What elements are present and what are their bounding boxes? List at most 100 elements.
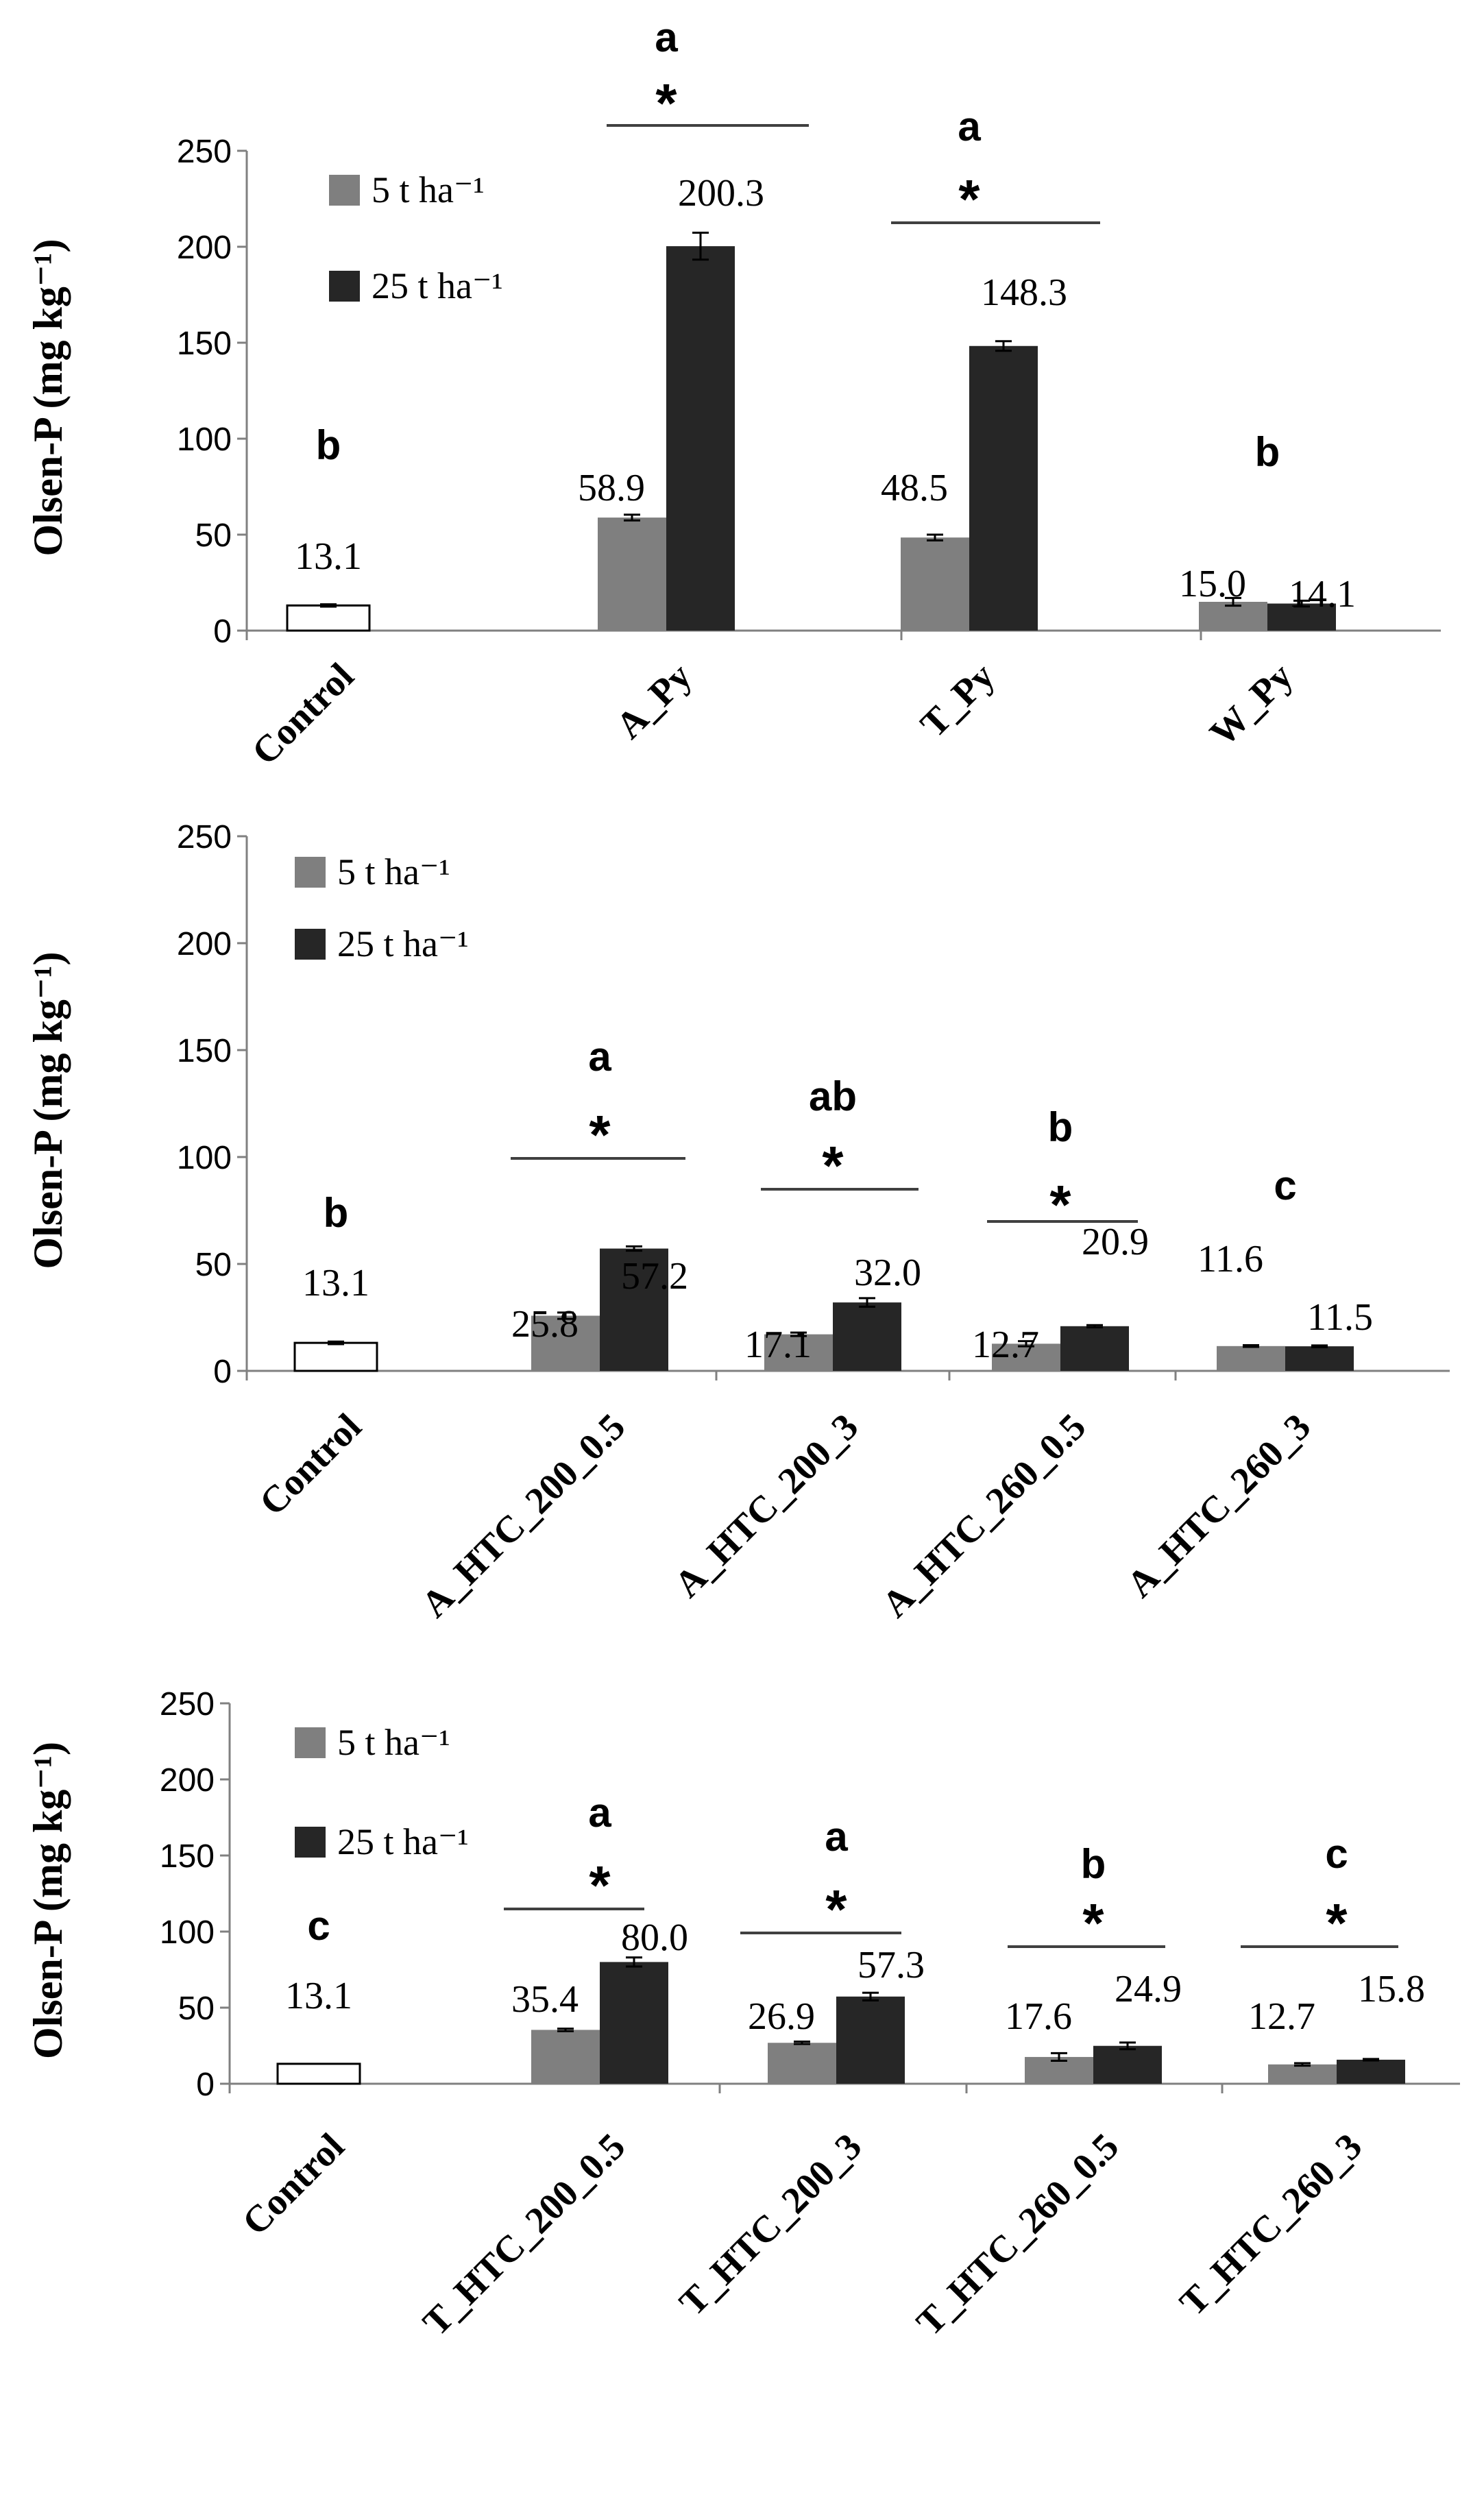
bar-A_HTC_200_3-5t (764, 1334, 833, 1371)
bar-control (293, 1341, 378, 1372)
data-label-control: 13.1 (295, 535, 362, 578)
y-tick-label: 50 (195, 1247, 232, 1283)
legend-label: 5 t ha⁻¹ (337, 851, 450, 892)
data-label: 32.0 (854, 1252, 921, 1294)
significance-letter-control: c (307, 1903, 330, 1949)
significance-letter: a (825, 1814, 848, 1860)
bar-W_Py-25t (1267, 603, 1336, 631)
significance-star: * (958, 169, 980, 230)
data-label: 80.0 (621, 1916, 688, 1959)
x-category-label: T_Py (912, 655, 1003, 745)
x-category-label: A_Py (608, 655, 700, 746)
bar-T_HTC_200_3-25t (836, 1996, 905, 2084)
significance-star: * (589, 1855, 611, 1916)
significance-letter: a (958, 104, 981, 149)
data-label: 58.9 (578, 467, 645, 509)
bar-T_HTC_200_0.5-5t (531, 2030, 600, 2084)
legend-label: 25 t ha⁻¹ (337, 1821, 469, 1862)
y-axis-label: Olsen-P (mg kg⁻¹) (25, 239, 71, 557)
legend-swatch-25t (295, 929, 326, 960)
x-category-label: T_HTC_260_3 (1171, 2125, 1370, 2323)
y-axis-label: Olsen-P (mg kg⁻¹) (25, 952, 71, 1269)
data-label-control: 13.1 (302, 1262, 369, 1304)
data-label: 200.3 (678, 172, 764, 215)
data-label-control: 13.1 (285, 1975, 352, 2017)
x-category-label: T_HTC_200_3 (671, 2125, 869, 2323)
y-tick-label: 0 (213, 613, 232, 650)
bar-T_Py-5t (901, 537, 969, 631)
significance-letter: b (1081, 1841, 1106, 1887)
data-label: 15.0 (1179, 563, 1246, 605)
significance-star: * (825, 1879, 847, 1940)
x-category-label: Control (243, 655, 361, 772)
significance-star: * (1049, 1174, 1071, 1235)
legend-swatch-25t (295, 1827, 326, 1858)
data-label: 48.5 (881, 467, 948, 509)
significance-star: * (1326, 1893, 1348, 1954)
y-tick-label: 250 (160, 1686, 215, 1723)
significance-star: * (655, 73, 677, 134)
bar-T_HTC_260_0.5-25t (1093, 2045, 1162, 2084)
y-tick-label: 150 (160, 1838, 215, 1875)
significance-letter: c (1325, 1831, 1348, 1877)
significance-star: * (822, 1135, 844, 1196)
data-label: 26.9 (748, 1995, 815, 2038)
y-tick-label: 100 (160, 1914, 215, 1951)
bar-T_HTC_260_3-5t (1268, 2064, 1337, 2084)
bar-A_HTC_200_0.5-25t (600, 1248, 668, 1371)
significance-letter: c (1274, 1163, 1296, 1208)
y-tick-label: 250 (177, 134, 232, 170)
data-label: 25.8 (511, 1303, 579, 1346)
data-label: 57.2 (621, 1255, 688, 1298)
y-tick-label: 0 (196, 2067, 215, 2103)
bar-A_HTC_260_3-25t (1285, 1346, 1354, 1371)
y-tick-label: 150 (177, 1033, 232, 1069)
bar-T_HTC_200_3-5t (768, 2043, 836, 2084)
y-tick-label: 200 (160, 1762, 215, 1799)
y-tick-label: 50 (178, 1991, 215, 2027)
data-label: 35.4 (511, 1978, 579, 2021)
x-category-label: Control (234, 2125, 352, 2243)
x-category-label: A_HTC_200_0.5 (413, 1405, 633, 1625)
significance-letter: a (588, 1034, 611, 1080)
y-tick-label: 0 (213, 1354, 232, 1390)
y-tick-label: 250 (177, 819, 232, 855)
data-label: 14.1 (1289, 573, 1356, 616)
legend-label: 25 t ha⁻¹ (372, 265, 503, 306)
bar-control (276, 2062, 361, 2085)
legend-swatch-5t (329, 175, 360, 206)
data-label: 57.3 (857, 1944, 925, 1986)
significance-letter: a (655, 14, 678, 60)
data-label: 15.8 (1358, 1968, 1425, 2010)
x-category-label: A_HTC_260_3 (1119, 1405, 1319, 1605)
significance-letter-control: b (316, 422, 341, 468)
significance-letter: ab (809, 1073, 857, 1119)
significance-letter-control: b (324, 1190, 349, 1236)
y-tick-label: 200 (177, 926, 232, 962)
legend-swatch-5t (295, 1727, 326, 1758)
bar-A_HTC_200_3-25t (833, 1302, 901, 1371)
significance-star: * (589, 1104, 611, 1165)
data-label: 11.5 (1307, 1296, 1373, 1339)
bar-A_HTC_200_0.5-5t (531, 1315, 600, 1371)
data-label: 24.9 (1115, 1968, 1182, 2010)
data-label: 11.6 (1197, 1238, 1263, 1280)
y-tick-label: 200 (177, 230, 232, 266)
legend-label: 25 t ha⁻¹ (337, 923, 469, 964)
significance-letter: b (1048, 1104, 1073, 1150)
significance-letter: a (588, 1790, 611, 1836)
bar-T_HTC_200_0.5-25t (600, 1962, 668, 2084)
data-label: 12.7 (972, 1324, 1039, 1366)
x-category-label: T_HTC_260_0.5 (908, 2125, 1127, 2344)
significance-star: * (1082, 1893, 1104, 1954)
y-tick-label: 100 (177, 422, 232, 458)
bar-A_HTC_260_0.5-5t (992, 1343, 1060, 1371)
x-category-label: Control (251, 1405, 369, 1523)
legend-label: 5 t ha⁻¹ (372, 169, 485, 210)
data-label: 148.3 (981, 271, 1067, 314)
legend-label: 5 t ha⁻¹ (337, 1722, 450, 1763)
chart-panel-3: 0 50 100 150 200 250 Olsen-P (mg kg⁻¹) 13.1 c 35.… (25, 1686, 1460, 2344)
chart-panel-2: 0 50 100 150 200 250 Olsen-P (mg kg⁻¹) 13.1 b 25.… (25, 819, 1450, 1625)
bar-A_HTC_260_3-5t (1217, 1346, 1285, 1371)
